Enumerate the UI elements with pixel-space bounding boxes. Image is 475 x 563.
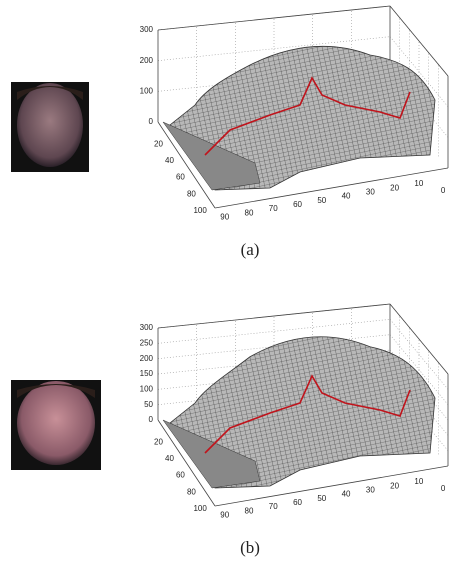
grid-line [158, 319, 390, 343]
depth-tick-label: 60 [176, 471, 185, 480]
width-tick-label: 60 [293, 200, 302, 209]
axis-line [158, 6, 390, 30]
depth-tick-label: 80 [187, 487, 196, 496]
width-tick-label: 40 [342, 192, 351, 201]
depth-tick-label: 20 [154, 438, 163, 447]
caption: (a) [241, 240, 260, 259]
z-tick-label: 100 [140, 86, 154, 95]
z-tick-label: 0 [149, 117, 154, 126]
width-tick-label: 0 [441, 186, 446, 195]
depth-tick-label: 40 [165, 156, 174, 165]
z-tick-label: 150 [140, 369, 154, 378]
width-tick-label: 80 [245, 208, 254, 217]
depth-tick-label: 80 [187, 189, 196, 198]
width-tick-label: 40 [342, 490, 351, 499]
z-tick-label: 300 [140, 25, 154, 34]
depth-tick-label: 60 [176, 173, 185, 182]
depth-tick-label: 100 [193, 206, 207, 215]
width-tick-label: 50 [317, 196, 326, 205]
z-tick-label: 50 [144, 400, 153, 409]
width-tick-label: 20 [390, 481, 399, 490]
axis-line [158, 304, 390, 328]
depth-tick-label: 20 [154, 140, 163, 149]
figure: 0100200300204060801009080706050403020100… [0, 0, 475, 563]
width-tick-label: 70 [269, 502, 278, 511]
z-tick-label: 200 [140, 354, 154, 363]
face [17, 83, 83, 167]
width-tick-label: 30 [366, 187, 375, 196]
z-tick-label: 200 [140, 56, 154, 65]
depth-tick-label: 40 [165, 454, 174, 463]
width-tick-label: 30 [366, 485, 375, 494]
z-tick-label: 300 [140, 323, 154, 332]
depth-tick-label: 100 [193, 504, 207, 513]
width-tick-label: 70 [269, 204, 278, 213]
z-tick-label: 100 [140, 384, 154, 393]
face [17, 381, 95, 465]
width-tick-label: 0 [441, 484, 446, 493]
width-tick-label: 90 [220, 510, 229, 519]
width-tick-label: 60 [293, 498, 302, 507]
z-tick-label: 250 [140, 338, 154, 347]
width-tick-label: 80 [245, 506, 254, 515]
width-tick-label: 50 [317, 494, 326, 503]
caption: (b) [240, 538, 260, 557]
width-tick-label: 10 [414, 477, 423, 486]
z-tick-label: 0 [149, 415, 154, 424]
width-tick-label: 90 [220, 212, 229, 221]
width-tick-label: 20 [390, 183, 399, 192]
width-tick-label: 10 [414, 179, 423, 188]
